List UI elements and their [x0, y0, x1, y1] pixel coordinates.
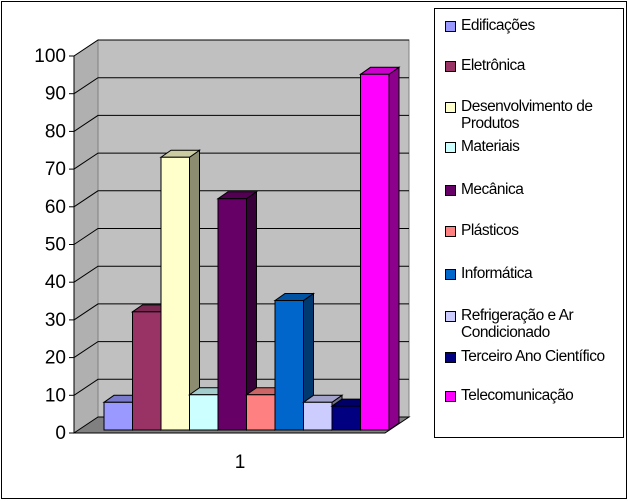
- gridline: [73, 77, 409, 95]
- legend-label: Informática: [461, 265, 533, 282]
- bar: [331, 405, 361, 431]
- legend-swatch: [445, 311, 456, 322]
- y-tick-label: 30: [45, 310, 66, 331]
- y-tick-label: 0: [55, 423, 66, 444]
- gridline: [73, 190, 409, 208]
- bar: [103, 401, 133, 431]
- legend-swatch: [445, 61, 456, 72]
- legend-label: Desenvolvimento de Produtos: [461, 98, 593, 132]
- x-tick-label: 1: [235, 452, 246, 473]
- legend-label: Plásticos: [461, 222, 519, 239]
- bar: [217, 198, 247, 431]
- legend-item: Mecânica: [445, 181, 629, 198]
- y-tick-label: 60: [45, 197, 66, 218]
- legend-item: Refrigeração e Ar Condicionado: [445, 307, 629, 341]
- y-tick-label: 50: [45, 235, 66, 256]
- y-tick-label: 10: [45, 385, 66, 406]
- gridline: [73, 114, 409, 132]
- gridline: [73, 228, 409, 245]
- bar: [246, 394, 276, 431]
- legend-item: Edificações: [445, 17, 629, 34]
- legend-item: Materiais: [445, 138, 629, 155]
- legend-swatch: [445, 352, 456, 363]
- bar: [303, 401, 333, 431]
- y-tick-label: 40: [45, 272, 66, 293]
- legend-swatch: [445, 102, 456, 113]
- bar: [160, 156, 190, 431]
- bar: [132, 311, 162, 431]
- legend-item: Informática: [445, 265, 629, 282]
- bar-side: [388, 66, 400, 431]
- bar-side: [189, 149, 200, 431]
- gridline: [73, 39, 409, 57]
- legend-swatch: [445, 269, 456, 280]
- legend-label: Refrigeração e Ar Condicionado: [461, 307, 574, 341]
- legend-swatch: [445, 142, 456, 153]
- gridline: [73, 265, 409, 283]
- legend-item: Terceiro Ano Científico: [445, 348, 629, 365]
- legend-swatch: [445, 21, 456, 32]
- legend-label: Telecomunicação: [461, 387, 574, 404]
- legend-item: Eletrônica: [445, 57, 629, 74]
- y-tick-label: 70: [45, 159, 66, 180]
- legend-label: Eletrônica: [461, 57, 525, 74]
- legend-label: Terceiro Ano Científico: [461, 348, 605, 365]
- legend: Edificações Eletrônica Desenvolvimento de …: [434, 8, 624, 438]
- legend-item: Telecomunicação: [445, 387, 629, 404]
- legend-item: Desenvolvimento de Produtos: [445, 98, 629, 132]
- y-tick-label: 20: [45, 348, 66, 369]
- legend-item: Plásticos: [445, 222, 629, 239]
- legend-label: Edificações: [461, 17, 535, 34]
- y-tick-label: 80: [45, 121, 66, 142]
- bar: [360, 73, 390, 431]
- bar: [274, 300, 304, 431]
- legend-swatch: [445, 391, 456, 402]
- legend-swatch: [445, 226, 456, 237]
- y-tick-label: 100: [34, 46, 66, 67]
- legend-label: Materiais: [461, 138, 520, 155]
- bar: [189, 394, 219, 431]
- y-tick-label: 90: [45, 84, 66, 105]
- legend-label: Mecânica: [461, 181, 524, 198]
- legend-swatch: [445, 185, 456, 196]
- gridline: [73, 152, 409, 170]
